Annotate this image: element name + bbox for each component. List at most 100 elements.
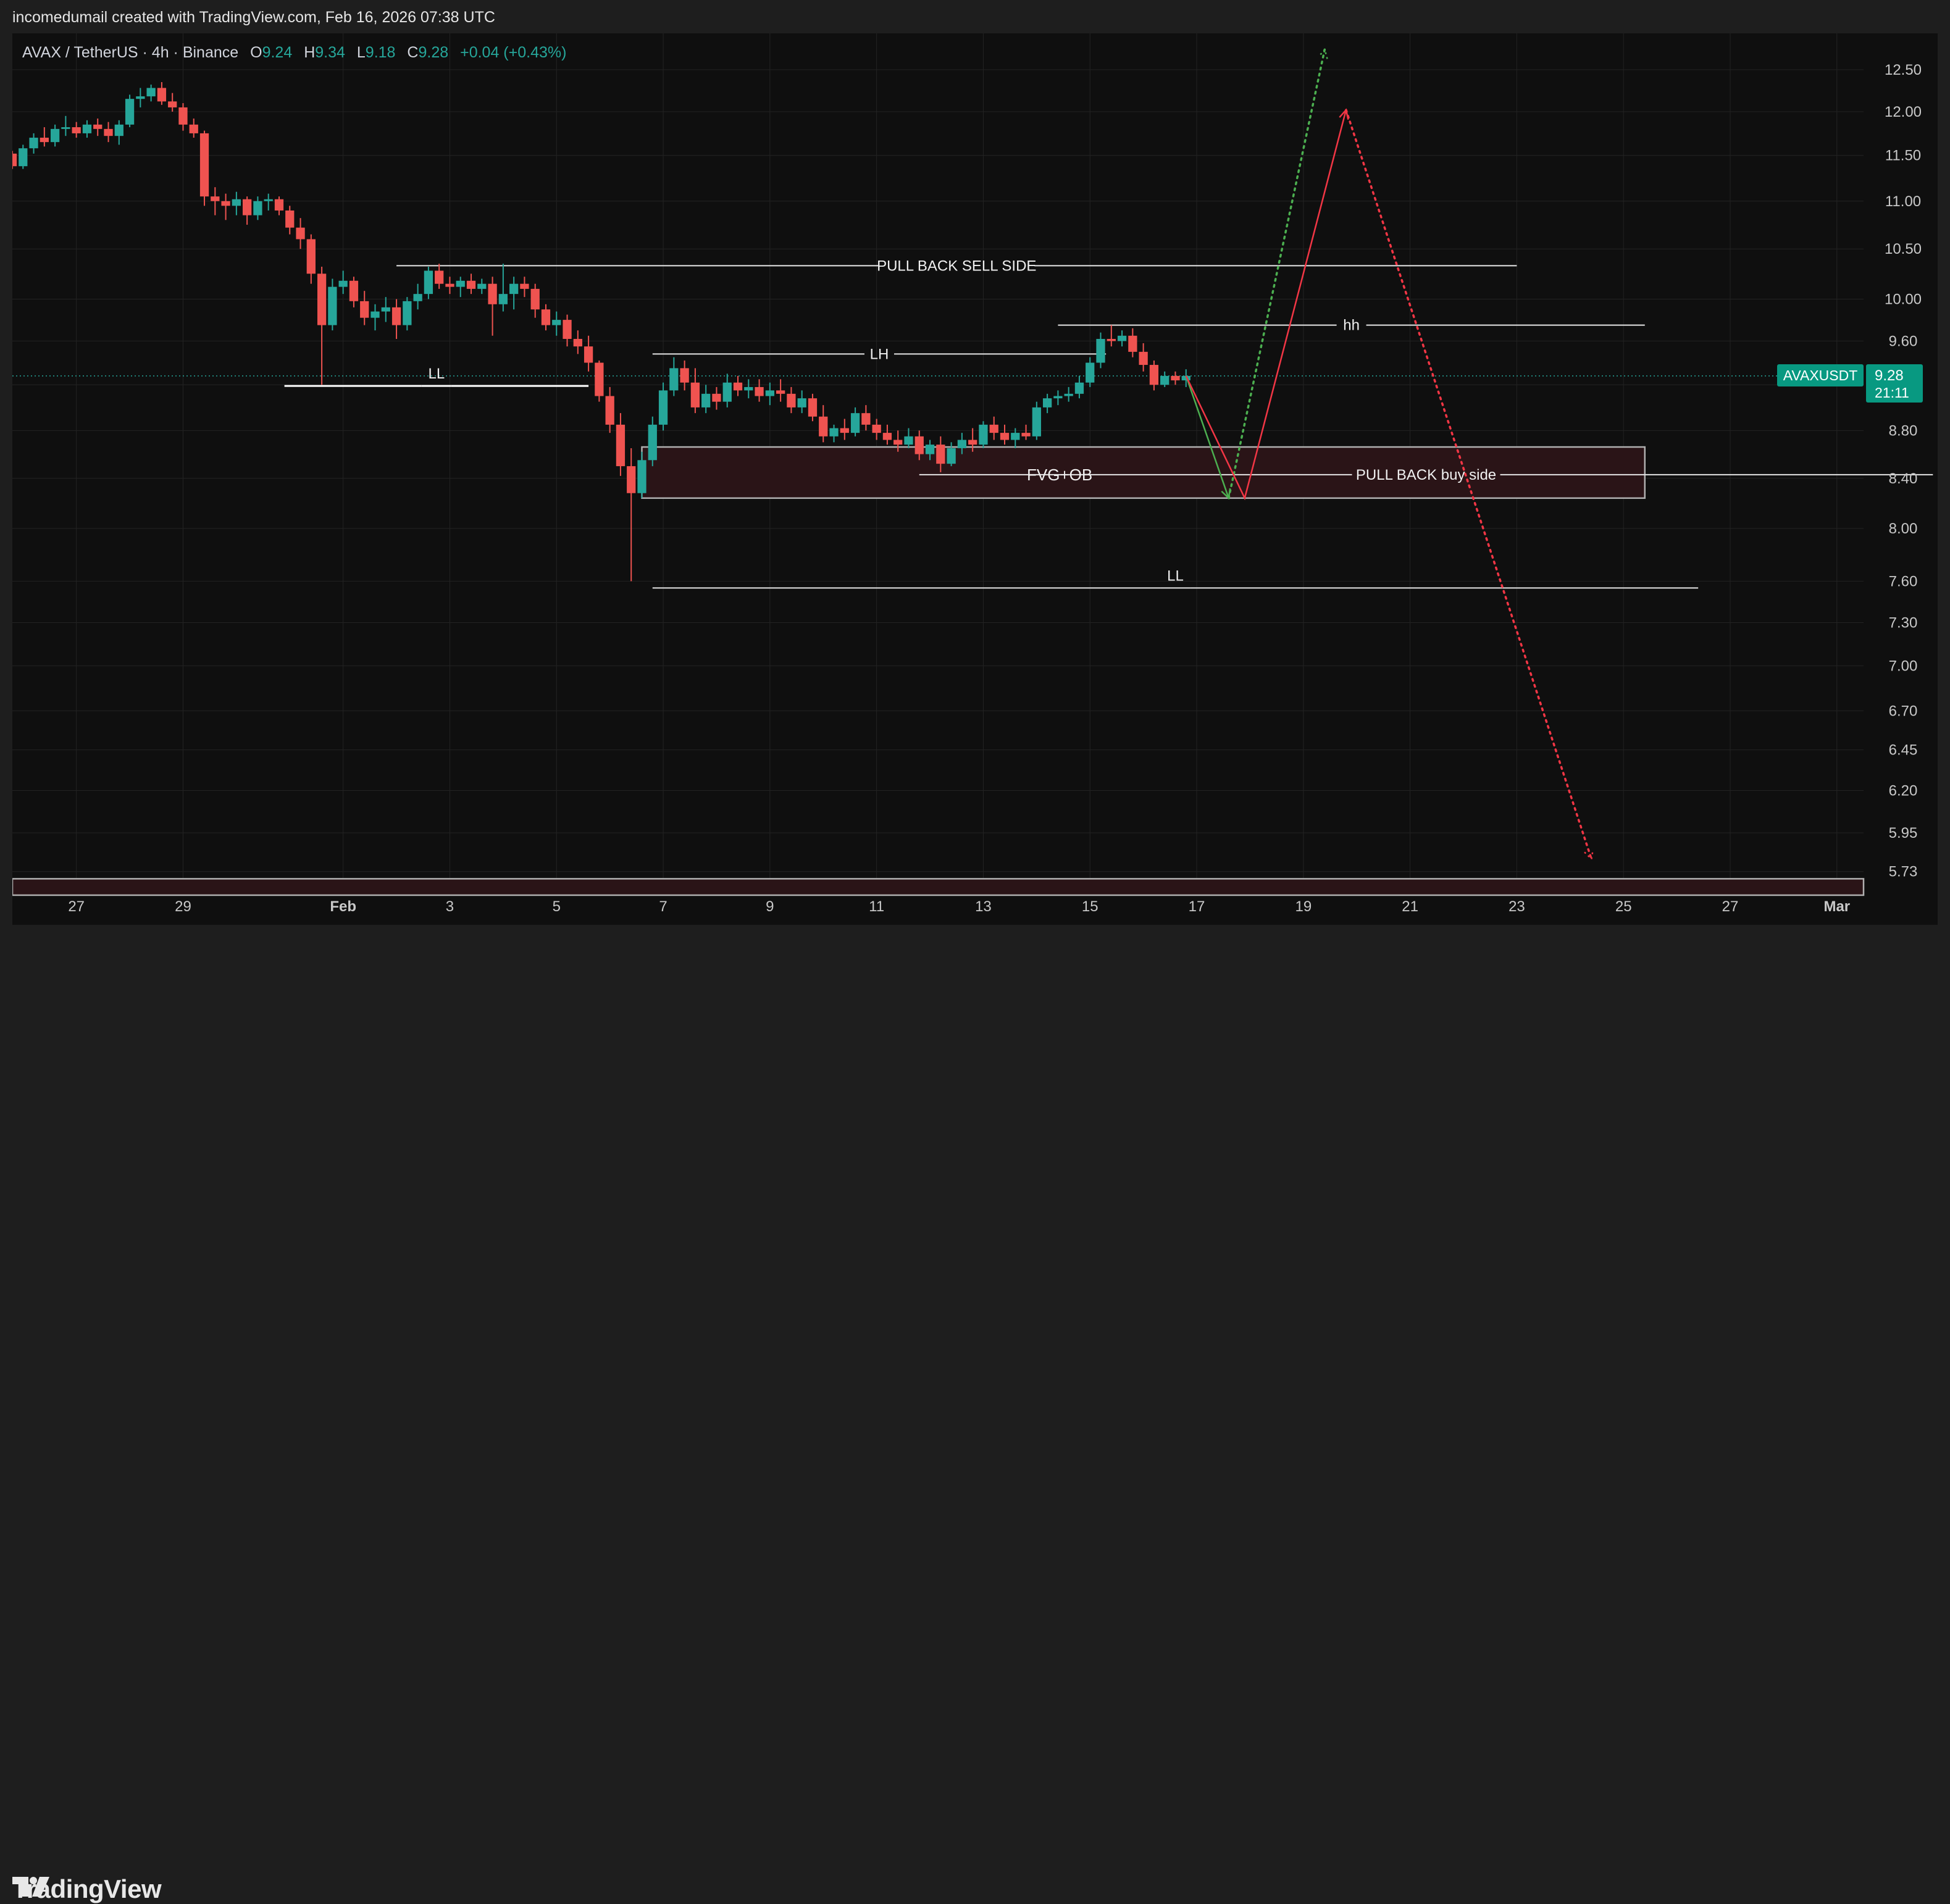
candle-body (403, 301, 412, 325)
candle-body (72, 127, 81, 133)
price-badge-value: 9.28 (1875, 367, 1904, 384)
candle-body (584, 346, 593, 363)
price-badge-bg (1866, 364, 1923, 403)
x-tick-label: 7 (659, 898, 667, 915)
candle-body (1011, 433, 1020, 440)
projection-arrowhead (1318, 48, 1328, 59)
candle-body (1128, 335, 1137, 352)
projection-solid (1185, 109, 1347, 501)
y-tick-label: 11.50 (1885, 148, 1921, 164)
candle-body (1074, 382, 1084, 394)
x-tick-label: 27 (1722, 898, 1739, 915)
candle-body (29, 138, 38, 149)
candle-body (391, 307, 401, 325)
level-label: PULL BACK SELL SIDE (877, 257, 1036, 274)
y-tick-label: 7.00 (1889, 658, 1918, 674)
candle-body (19, 148, 28, 167)
candle-body (776, 390, 785, 394)
projection-paths (1185, 48, 1594, 861)
candle-body (765, 390, 774, 396)
candle-body (125, 99, 135, 125)
candle-body (1021, 433, 1031, 436)
candle-body (317, 273, 327, 325)
y-tick-label: 8.40 (1889, 470, 1918, 487)
candle-body (968, 440, 977, 445)
projection-dotted (1345, 109, 1593, 861)
candle-body (253, 201, 262, 215)
legend-symbol: AVAX / TetherUS · 4h · Binance (22, 44, 238, 61)
candle-body (712, 393, 721, 402)
candle-body (957, 440, 967, 448)
candle-body (274, 199, 284, 211)
y-tick-label: 6.70 (1889, 703, 1918, 719)
candle-body (733, 382, 743, 391)
candle-body (370, 311, 380, 318)
y-tick-label: 7.30 (1889, 614, 1918, 631)
candle-body (1107, 338, 1116, 341)
candle-body (925, 445, 935, 454)
candle-body (637, 460, 647, 493)
candle-body (221, 201, 230, 206)
candle-body (690, 382, 700, 407)
candle-body (520, 283, 529, 289)
y-tick-label: 5.95 (1889, 825, 1918, 841)
attribution-bar: incomedumail created with TradingView.co… (0, 0, 1950, 33)
x-tick-label: 27 (68, 898, 85, 915)
candle-body (1064, 393, 1073, 396)
candle-body (306, 239, 316, 274)
symbol-badge-bg (1777, 364, 1864, 386)
tradingview-logo[interactable]: TradingView (12, 1874, 162, 1904)
projection-solid (1185, 375, 1230, 499)
candle-body (648, 424, 657, 461)
candle-body (979, 424, 988, 445)
candle-body (424, 270, 433, 294)
candle-body (232, 199, 241, 206)
x-tick-label: 19 (1295, 898, 1312, 915)
candle-body (168, 101, 177, 107)
horizontal-levels (12, 265, 1933, 589)
candle-body (211, 196, 220, 201)
candle-body (1086, 362, 1095, 383)
level-label: PULL BACK buy side (1356, 467, 1496, 483)
fvg-ob-label: FVG+OB (1027, 466, 1092, 484)
x-tick-label: 21 (1402, 898, 1418, 915)
candles (12, 81, 1191, 582)
price-badge-countdown: 21:11 (1875, 385, 1909, 401)
legend-l-label: L (357, 44, 366, 61)
legend-h-label: H (304, 44, 315, 61)
candle-body (296, 227, 305, 240)
attribution-text: incomedumail created with TradingView.co… (12, 9, 495, 26)
candle-body (114, 124, 123, 136)
candle-body (829, 428, 839, 436)
legend-h-value: 9.34 (315, 44, 345, 61)
candle-body (861, 413, 871, 425)
candle-body (904, 436, 913, 445)
y-tick-label: 8.00 (1889, 520, 1918, 537)
legend-o-value: 9.24 (262, 44, 293, 61)
candle-body (563, 320, 572, 339)
candle-body (50, 128, 60, 143)
x-tick-label: 9 (766, 898, 774, 915)
candle-body (488, 283, 497, 304)
candle-body (264, 199, 273, 201)
projection-dotted (1228, 48, 1326, 499)
candle-body (669, 368, 679, 391)
candle-body (178, 107, 188, 125)
candle-body (989, 424, 998, 433)
candle-body (616, 424, 626, 467)
y-tick-label: 6.45 (1889, 742, 1918, 759)
chart-area[interactable]: PULL BACK SELL SIDE hh LH LL PULL BACK buy s… (12, 33, 1938, 925)
legend-change: +0.04 (+0.43%) (460, 44, 566, 61)
x-tick-label: 29 (175, 898, 191, 915)
candle-body (338, 280, 348, 287)
candle-body (947, 448, 956, 464)
candle-body (658, 390, 668, 425)
candle-body (349, 280, 359, 301)
candle-body (1053, 396, 1063, 399)
candle-body (1117, 335, 1127, 341)
candle-body (285, 210, 295, 228)
zone-boxes (12, 446, 1865, 896)
legend-l-value: 9.18 (366, 44, 396, 61)
candle-body (381, 307, 390, 312)
